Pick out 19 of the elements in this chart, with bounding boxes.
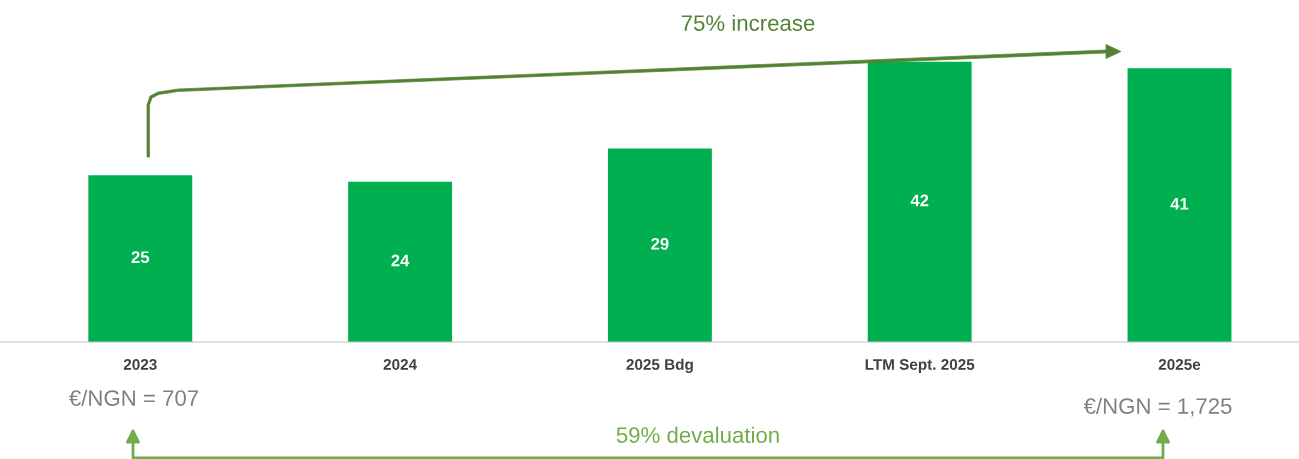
text: €/NGN = 707: [69, 389, 199, 406]
data-label: 41: [1170, 198, 1189, 210]
x-tick-label: 2024: [383, 359, 418, 370]
data-label: 24: [391, 254, 410, 267]
text: €/NGN = 1,725: [1083, 397, 1232, 417]
x-tick-label: LTM Sept. 2025: [865, 359, 975, 373]
bar: [867, 61, 972, 342]
x-tick-label: 2025 Bdg: [626, 358, 693, 373]
bar: [607, 148, 712, 342]
x-tick-label: 2025e: [1158, 359, 1201, 370]
data-label: 42: [910, 194, 929, 207]
text: 75% increase: [681, 14, 815, 31]
data-label: 29: [651, 237, 669, 250]
bar: [1127, 68, 1232, 342]
data-label: 25: [131, 251, 150, 264]
x-tick-label: 2023: [123, 359, 157, 370]
bar: [348, 181, 453, 342]
text: 59% devaluation: [616, 426, 779, 443]
bar: [88, 175, 193, 342]
